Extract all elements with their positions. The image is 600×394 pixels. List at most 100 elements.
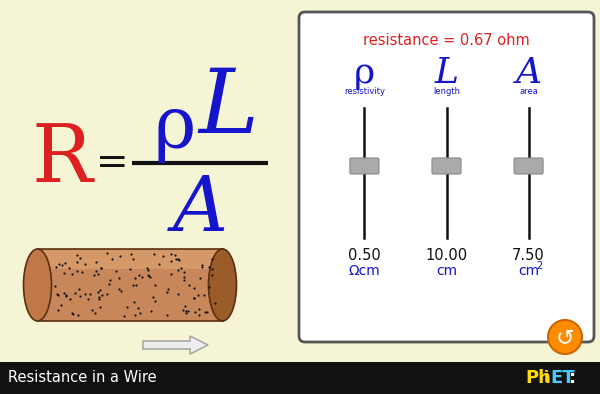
Point [200, 309, 210, 315]
Point [208, 272, 217, 278]
Point [172, 256, 181, 262]
Point [62, 293, 71, 299]
Text: area: area [519, 87, 538, 95]
Point [75, 293, 85, 299]
Text: resistance = 0.67 ohm: resistance = 0.67 ohm [363, 32, 530, 48]
Point [83, 296, 93, 302]
Point [173, 291, 183, 297]
Point [170, 251, 180, 258]
Point [54, 261, 64, 268]
Point [89, 271, 98, 278]
Point [173, 267, 183, 273]
Point [52, 264, 61, 271]
Point [68, 271, 77, 277]
Point [173, 256, 183, 263]
Point [53, 292, 63, 299]
Polygon shape [37, 249, 223, 269]
Point [135, 310, 145, 316]
Point [88, 307, 97, 314]
Point [125, 266, 135, 272]
Point [207, 256, 217, 262]
Point [93, 289, 103, 295]
Point [94, 294, 104, 300]
Point [145, 273, 155, 280]
Point [131, 312, 140, 318]
Point [104, 281, 113, 288]
Point [148, 294, 158, 301]
Point [143, 271, 153, 278]
Point [114, 286, 124, 292]
FancyBboxPatch shape [514, 158, 543, 174]
Point [189, 285, 199, 291]
Polygon shape [37, 249, 223, 321]
Point [91, 268, 100, 274]
Point [58, 262, 67, 268]
Text: L: L [198, 65, 258, 151]
Point [151, 297, 160, 304]
Point [74, 285, 84, 292]
Point [85, 291, 95, 297]
Point [56, 302, 65, 309]
Point [114, 275, 124, 281]
Point [94, 296, 104, 302]
Point [189, 294, 199, 301]
Text: ρ: ρ [154, 93, 196, 163]
Point [184, 282, 193, 288]
Point [129, 299, 139, 305]
Text: 7.50: 7.50 [512, 249, 545, 264]
Text: 10.00: 10.00 [425, 249, 467, 264]
Point [68, 311, 78, 317]
Text: ET: ET [550, 369, 575, 387]
Point [179, 307, 188, 314]
Point [133, 305, 143, 311]
Point [143, 265, 152, 271]
Point [158, 253, 168, 259]
Point [103, 250, 112, 256]
Point [162, 289, 172, 295]
Point [144, 273, 154, 279]
Point [179, 277, 188, 284]
Circle shape [548, 320, 582, 354]
Point [181, 307, 191, 314]
Point [183, 307, 193, 314]
Point [197, 264, 207, 271]
Point [61, 292, 71, 298]
Point [91, 259, 101, 266]
Point [211, 300, 220, 306]
FancyBboxPatch shape [432, 158, 461, 174]
Point [179, 269, 189, 275]
Point [204, 264, 214, 270]
Point [97, 265, 106, 271]
Text: resistivity: resistivity [344, 87, 385, 95]
Point [107, 256, 117, 262]
Point [179, 273, 189, 280]
Point [70, 290, 80, 297]
Text: cm: cm [436, 264, 457, 278]
Point [181, 310, 191, 316]
Point [195, 275, 205, 281]
Point [128, 281, 138, 288]
Text: cm: cm [518, 264, 539, 278]
Point [199, 292, 209, 298]
Point [91, 310, 100, 316]
Point [174, 257, 184, 264]
Point [193, 292, 203, 298]
Text: ρ: ρ [354, 56, 375, 90]
Point [50, 283, 60, 289]
Text: i: i [544, 370, 549, 385]
Point [53, 307, 63, 313]
Point [126, 251, 136, 257]
Point [80, 291, 89, 297]
Point [131, 282, 140, 288]
Point [143, 266, 153, 273]
Point [180, 303, 190, 310]
Point [80, 261, 89, 267]
Point [163, 312, 172, 318]
Point [61, 260, 70, 266]
Point [190, 295, 199, 301]
Text: :: : [569, 369, 576, 387]
Point [134, 272, 143, 279]
Text: R: R [32, 121, 92, 199]
Point [194, 312, 204, 318]
Point [146, 308, 155, 314]
